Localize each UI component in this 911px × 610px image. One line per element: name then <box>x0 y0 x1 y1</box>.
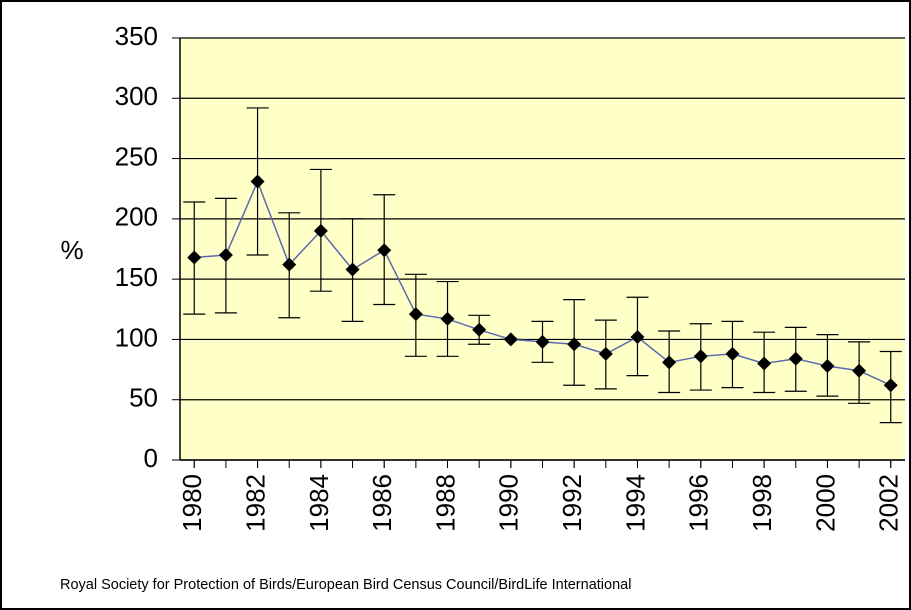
marker <box>757 356 772 371</box>
marker <box>345 262 360 277</box>
marker <box>567 337 582 352</box>
marker <box>187 250 202 265</box>
marker <box>693 349 708 364</box>
marker <box>883 378 898 393</box>
y-tick-label: 150 <box>115 262 158 292</box>
x-tick-label: 2002 <box>874 474 904 532</box>
y-axis-label: % <box>60 235 83 265</box>
x-tick-label: 1984 <box>304 474 334 532</box>
marker <box>535 334 550 349</box>
marker <box>630 330 645 345</box>
marker <box>440 311 455 326</box>
x-tick-label: 1996 <box>684 474 714 532</box>
y-tick-label: 50 <box>129 383 158 413</box>
y-tick-label: 250 <box>115 141 158 171</box>
marker <box>503 332 518 347</box>
marker <box>250 174 265 189</box>
marker <box>313 223 328 238</box>
marker <box>852 363 867 378</box>
marker <box>662 355 677 370</box>
marker <box>725 346 740 361</box>
x-tick-label: 1998 <box>747 474 777 532</box>
source-note: Royal Society for Protection of Birds/Eu… <box>60 577 631 593</box>
x-tick-label: 1988 <box>430 474 460 532</box>
marker <box>218 248 233 263</box>
marker <box>788 351 803 366</box>
x-tick-label: 1986 <box>367 474 397 532</box>
marker <box>598 346 613 361</box>
marker <box>820 358 835 373</box>
plot-area <box>180 38 905 460</box>
marker <box>408 307 423 322</box>
x-tick-label: 1982 <box>240 474 270 532</box>
marker <box>282 257 297 272</box>
marker <box>377 243 392 258</box>
y-tick-label: 300 <box>115 81 158 111</box>
x-tick-label: 1992 <box>557 474 587 532</box>
y-tick-label: 350 <box>115 21 158 51</box>
y-tick-label: 100 <box>115 322 158 352</box>
x-tick-label: 1990 <box>494 474 524 532</box>
x-tick-label: 1980 <box>177 474 207 532</box>
x-tick-label: 2000 <box>810 474 840 532</box>
y-tick-label: 0 <box>144 443 158 473</box>
x-tick-label: 1994 <box>620 474 650 532</box>
y-tick-label: 200 <box>115 202 158 232</box>
marker <box>472 322 487 337</box>
